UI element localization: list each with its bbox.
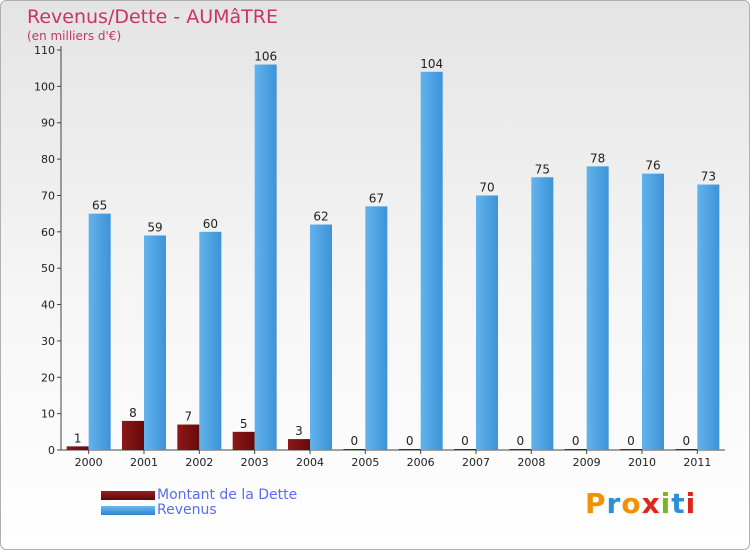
bar-revenus bbox=[642, 173, 664, 451]
y-tick-label: 80 bbox=[41, 153, 55, 166]
logo-letter: t bbox=[671, 487, 686, 520]
legend-item-dette: Montant de la Dette bbox=[101, 487, 297, 503]
data-label-revenus: 78 bbox=[590, 151, 605, 165]
logo-letter: r bbox=[606, 487, 622, 520]
y-tick-label: 50 bbox=[41, 262, 55, 275]
bar-revenus bbox=[586, 166, 609, 450]
y-tick-label: 60 bbox=[41, 226, 55, 239]
y-tick-label: 0 bbox=[48, 444, 55, 457]
bar-dette bbox=[343, 449, 366, 450]
bar-revenus bbox=[697, 184, 720, 450]
x-tick-label: 2003 bbox=[241, 456, 269, 469]
logo-letter: i bbox=[685, 487, 697, 520]
y-tick-label: 100 bbox=[34, 80, 55, 93]
bar-dette bbox=[509, 449, 532, 450]
bar-dette bbox=[564, 449, 587, 450]
legend-swatch-dette bbox=[101, 490, 155, 500]
bar-dette bbox=[675, 449, 698, 450]
data-label-dette: 5 bbox=[240, 417, 248, 431]
logo-letter: o bbox=[621, 487, 642, 520]
x-tick-label: 2001 bbox=[130, 456, 158, 469]
x-tick-label: 2005 bbox=[351, 456, 379, 469]
legend-label-revenus: Revenus bbox=[157, 502, 217, 518]
data-label-dette: 1 bbox=[74, 431, 82, 445]
data-label-revenus: 65 bbox=[92, 199, 107, 213]
y-tick-label: 30 bbox=[41, 335, 55, 348]
x-tick-label: 2008 bbox=[517, 456, 545, 469]
x-tick-label: 2010 bbox=[628, 456, 656, 469]
legend-label-dette: Montant de la Dette bbox=[157, 487, 298, 503]
bar-dette bbox=[454, 449, 476, 450]
x-tick-label: 2004 bbox=[296, 456, 324, 469]
data-label-revenus: 62 bbox=[313, 210, 328, 224]
bar-revenus bbox=[310, 224, 332, 450]
y-tick-label: 70 bbox=[41, 189, 55, 202]
data-label-dette: 0 bbox=[627, 434, 635, 448]
chart-title: Revenus/Dette - AUMâTRE bbox=[27, 6, 278, 28]
x-tick-label: 2000 bbox=[75, 456, 103, 469]
bar-revenus bbox=[254, 64, 277, 450]
data-label-revenus: 73 bbox=[701, 170, 716, 184]
data-label-revenus: 67 bbox=[369, 191, 384, 205]
bar-dette bbox=[232, 431, 255, 450]
y-tick-label: 90 bbox=[41, 117, 55, 130]
bar-revenus bbox=[531, 177, 554, 451]
bar-revenus bbox=[144, 235, 166, 450]
x-tick-label: 2007 bbox=[462, 456, 490, 469]
bar-revenus bbox=[199, 231, 222, 450]
data-label-revenus: 70 bbox=[479, 180, 494, 194]
y-tick-label: 40 bbox=[41, 299, 55, 312]
data-label-revenus: 104 bbox=[420, 57, 443, 71]
y-tick-label: 20 bbox=[41, 371, 55, 384]
y-tick-label: 10 bbox=[41, 408, 55, 421]
bar-revenus bbox=[476, 195, 498, 450]
data-label-dette: 3 bbox=[295, 424, 303, 438]
bar-revenus bbox=[365, 206, 388, 450]
legend-item-revenus: Revenus bbox=[101, 502, 217, 518]
logo-letter: i bbox=[660, 487, 672, 520]
x-tick-label: 2009 bbox=[573, 456, 601, 469]
data-label-revenus: 75 bbox=[535, 162, 550, 176]
data-label-dette: 0 bbox=[351, 434, 359, 448]
data-label-dette: 8 bbox=[129, 406, 137, 420]
data-label-dette: 0 bbox=[406, 434, 414, 448]
logo-letter: x bbox=[641, 487, 661, 520]
x-tick-label: 2006 bbox=[407, 456, 435, 469]
data-label-revenus: 60 bbox=[203, 217, 218, 231]
bar-dette bbox=[177, 424, 200, 450]
proxiti-logo: Proxiti bbox=[585, 487, 696, 520]
data-label-dette: 0 bbox=[461, 434, 469, 448]
legend-swatch-revenus bbox=[101, 505, 155, 515]
data-label-revenus: 59 bbox=[147, 220, 162, 234]
bar-dette bbox=[288, 439, 310, 450]
bar-dette bbox=[66, 446, 89, 450]
bar-dette bbox=[122, 420, 144, 450]
data-label-revenus: 76 bbox=[645, 159, 660, 173]
bar-dette bbox=[398, 449, 421, 450]
y-tick-label: 110 bbox=[34, 44, 55, 57]
data-label-dette: 0 bbox=[517, 434, 525, 448]
data-label-revenus: 106 bbox=[254, 50, 277, 64]
bar-revenus bbox=[420, 71, 443, 451]
bar-dette bbox=[620, 449, 642, 450]
logo-letter: P bbox=[585, 487, 607, 520]
data-label-dette: 7 bbox=[185, 410, 193, 424]
bar-revenus bbox=[88, 213, 111, 450]
x-tick-label: 2002 bbox=[185, 456, 213, 469]
x-tick-label: 2011 bbox=[683, 456, 711, 469]
data-label-dette: 0 bbox=[572, 434, 580, 448]
chart-subtitle: (en milliers d'€) bbox=[27, 29, 122, 43]
data-label-dette: 0 bbox=[683, 434, 691, 448]
